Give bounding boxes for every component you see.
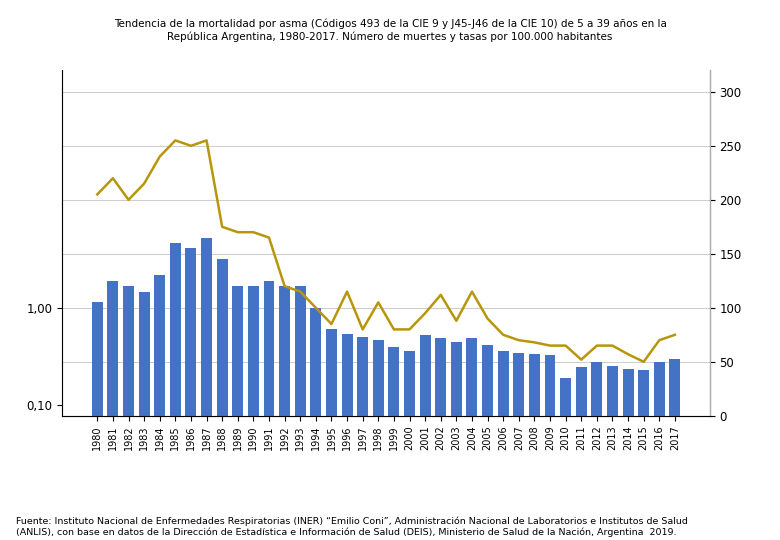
Bar [201,238,212,416]
Legend: Muertes, Tasas: Muertes, Tasas [307,537,465,540]
Bar [451,342,462,416]
Bar [420,335,431,416]
Bar [638,370,649,416]
Bar [622,369,633,416]
Bar [310,308,321,416]
Bar [326,329,337,416]
Bar [154,275,165,416]
Bar [466,338,477,416]
Bar [669,359,680,416]
Bar [342,334,353,416]
Bar [279,286,290,416]
Bar [108,281,119,416]
Bar [544,355,555,416]
Bar [529,354,540,416]
Bar [435,338,446,416]
Bar [560,378,571,416]
Bar [404,351,415,416]
Bar [248,286,259,416]
Bar [607,366,618,416]
Bar [654,362,665,416]
Bar [482,345,493,416]
Bar [92,302,103,416]
Bar [388,347,399,416]
Bar [591,362,602,416]
Bar [217,259,228,416]
Bar [373,340,384,416]
Text: Tendencia de la mortalidad por asma (Códigos 493 de la CIE 9 y J45-J46 de la CIE: Tendencia de la mortalidad por asma (Cód… [114,19,666,42]
Bar [513,353,524,416]
Bar [186,248,197,416]
Bar [576,367,587,416]
Bar [170,243,181,416]
Bar [139,292,150,416]
Bar [295,286,306,416]
Bar [498,351,509,416]
Bar [123,286,134,416]
Bar [357,337,368,416]
Text: Fuente: Instituto Nacional de Enfermedades Respiratorias (INER) “Emilio Coni”, A: Fuente: Instituto Nacional de Enfermedad… [16,517,687,537]
Bar [232,286,243,416]
Bar [264,281,275,416]
